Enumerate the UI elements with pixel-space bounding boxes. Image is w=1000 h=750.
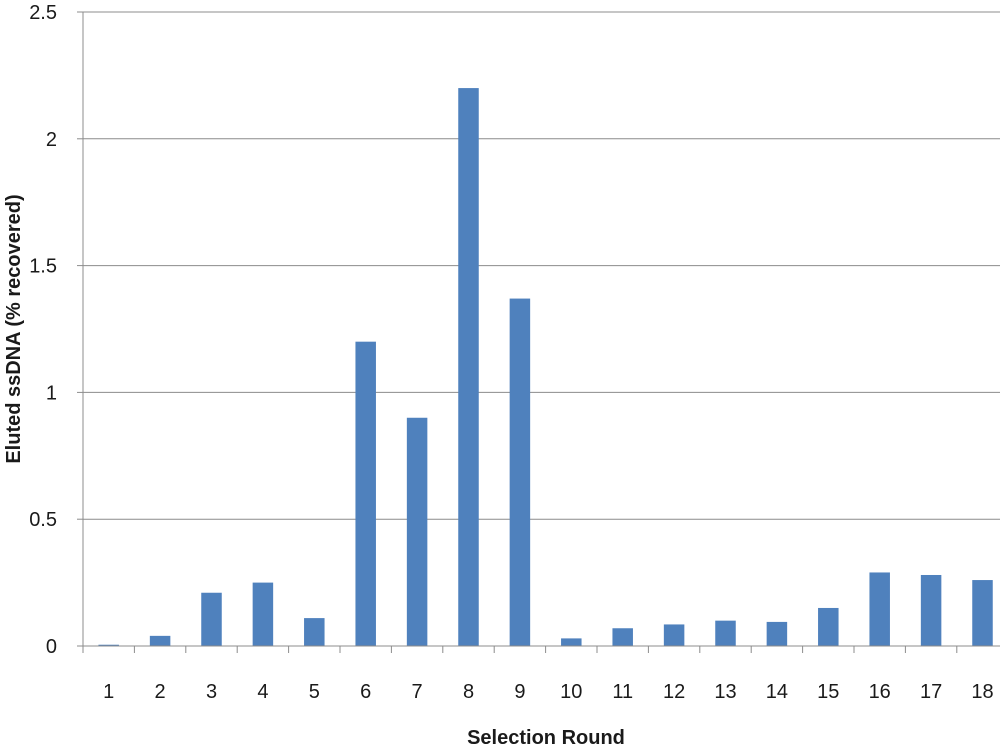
- x-tick-label: 3: [206, 681, 217, 703]
- bar-round-13: [715, 620, 736, 646]
- x-tick-label: 8: [463, 681, 474, 703]
- bar-round-8: [458, 88, 479, 646]
- y-tick-label: 0.5: [29, 509, 57, 531]
- y-axis-title: Eluted ssDNA (% recovered): [3, 194, 25, 463]
- bar-round-5: [304, 618, 325, 646]
- bar-round-4: [252, 582, 274, 646]
- bar-round-10: [561, 638, 582, 646]
- bar-series: [98, 88, 993, 646]
- bar-round-14: [766, 621, 788, 646]
- x-tick-label: 13: [714, 681, 736, 703]
- bar-round-3: [201, 592, 222, 646]
- bar-round-9: [509, 298, 531, 646]
- gridlines: [83, 11, 1000, 520]
- x-tick-label: 17: [920, 681, 942, 703]
- x-tick-label: 16: [869, 681, 891, 703]
- bar-round-18: [972, 580, 993, 646]
- bar-round-6: [355, 341, 376, 646]
- y-tick-label: 0: [46, 636, 57, 658]
- bar-round-2: [149, 635, 171, 646]
- y-tick-label: 1.5: [29, 256, 57, 278]
- x-tick-label: 9: [514, 681, 525, 703]
- x-tick-label: 7: [412, 681, 423, 703]
- bar-round-15: [818, 607, 839, 646]
- x-tick-label: 14: [766, 681, 788, 703]
- x-axis-title: Selection Round: [467, 727, 625, 749]
- y-tick-label: 2: [46, 129, 57, 151]
- x-tick-label: 4: [257, 681, 268, 703]
- x-tick-label: 12: [663, 681, 685, 703]
- x-tick-label: 5: [309, 681, 320, 703]
- x-tick-label: 11: [612, 681, 633, 703]
- x-tick-label: 18: [971, 681, 993, 703]
- x-tick-label: 2: [155, 681, 166, 703]
- bar-round-1: [98, 644, 119, 646]
- bar-round-7: [406, 417, 428, 646]
- bar-round-17: [920, 574, 942, 646]
- bar-round-16: [869, 572, 890, 646]
- bar-round-12: [663, 624, 685, 646]
- axes: [77, 11, 1000, 653]
- x-tick-label: 1: [103, 681, 114, 703]
- y-tick-label: 1: [46, 382, 57, 404]
- x-tick-label: 10: [560, 681, 582, 703]
- tick-labels: 00.511.522.51 2 3 4 5 6 7 8 9 10 11 12 13 14 15 16 17 18: [29, 2, 993, 703]
- bar-round-11: [612, 628, 633, 646]
- x-tick-label: 6: [360, 681, 371, 703]
- y-tick-label: 2.5: [29, 2, 57, 24]
- x-tick-label: 15: [817, 681, 839, 703]
